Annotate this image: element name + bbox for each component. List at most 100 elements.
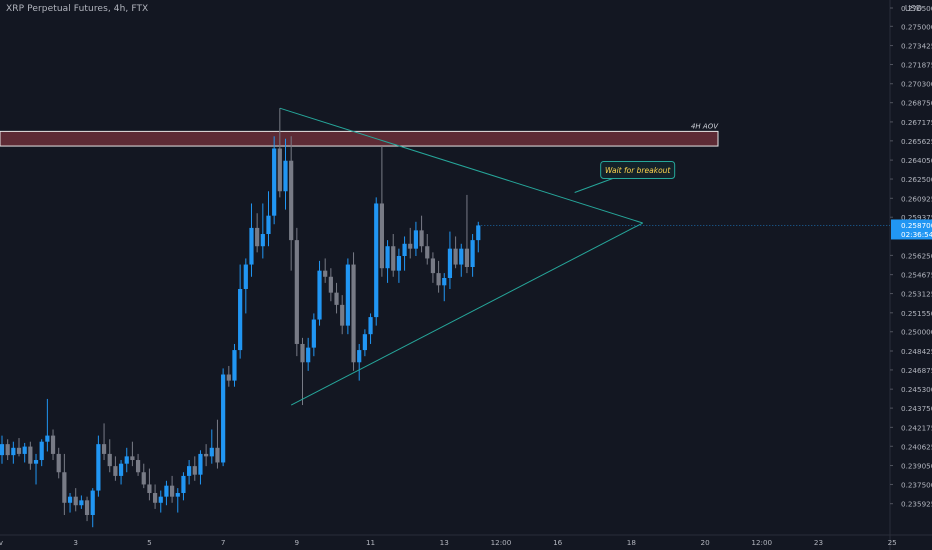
candle-body (340, 304, 345, 326)
candle (130, 441, 135, 467)
candle-body (249, 227, 254, 265)
candle (368, 313, 373, 344)
candle (232, 343, 237, 387)
candle-body (187, 466, 192, 476)
price-tick-label: 0.251550 (901, 309, 932, 318)
candle-body (470, 240, 475, 267)
candle-body (459, 248, 464, 265)
candle (391, 234, 396, 277)
zone-label: 4H AOV (691, 122, 719, 130)
price-tick-label: 0.267175 (901, 118, 932, 127)
candle (124, 447, 129, 473)
candle-body (442, 277, 447, 286)
candle (300, 337, 305, 406)
candle (84, 496, 90, 522)
candle (0, 435, 5, 464)
candle-body (419, 230, 424, 247)
candle (22, 442, 27, 463)
candle (198, 450, 203, 485)
candle-body (238, 288, 243, 351)
candle-body (175, 493, 180, 497)
candle-body (351, 264, 356, 363)
candle (175, 488, 180, 513)
candle (402, 236, 407, 271)
callout-pointer (574, 178, 613, 193)
candle-body (300, 343, 305, 363)
candle (447, 231, 453, 289)
candle-body (141, 472, 146, 485)
candle (56, 447, 61, 479)
candle (266, 191, 271, 247)
price-tick-label: 0.250000 (901, 328, 932, 337)
price-axis[interactable]: 0.276500 0.275000 0.273425 0.271875 0.270300… (478, 4, 932, 509)
candle (79, 495, 84, 509)
candle (113, 456, 118, 481)
candle-body (260, 234, 265, 247)
candle (28, 441, 33, 470)
candle (379, 146, 384, 277)
candle-body (62, 472, 67, 503)
candle-body (28, 446, 33, 464)
candle (413, 221, 419, 257)
candle-body (323, 270, 328, 277)
candle (33, 453, 39, 485)
trendline (279, 107, 643, 224)
candle-body (33, 460, 39, 464)
candle (45, 398, 50, 452)
candle-body (221, 374, 226, 463)
candle-body (391, 246, 396, 271)
candle-body (408, 243, 413, 249)
candle (187, 460, 192, 485)
candle (158, 490, 163, 513)
price-tick-label: 0.245300 (901, 385, 932, 394)
candle-body (45, 435, 50, 442)
price-tick-label: 0.243750 (901, 404, 932, 413)
candle (141, 463, 146, 489)
candle (260, 203, 265, 259)
candle-body (476, 225, 481, 241)
time-tick-label: 7 (221, 538, 226, 547)
candle (357, 343, 362, 381)
candle (101, 423, 107, 461)
time-tick-label: 23 (814, 538, 823, 547)
candle-body (39, 441, 44, 461)
candle (243, 258, 248, 314)
candle-body (362, 334, 367, 351)
candle (107, 439, 112, 473)
candle-body (118, 463, 124, 476)
candle-body (413, 230, 419, 249)
price-tick-label: 0.260925 (901, 194, 932, 203)
price-tick-label: 0.237500 (901, 480, 932, 489)
candle (255, 213, 260, 253)
price-tick-label: 0.276500 (901, 4, 932, 13)
candle-body (328, 276, 333, 293)
candle (470, 234, 475, 277)
candle-body (192, 466, 197, 475)
candle-body (152, 493, 158, 503)
candle (249, 203, 254, 277)
time-axis[interactable]: Nov 3 5 7 9 11 13 12:00 16 18 20 12:00 23 25 (0, 538, 897, 547)
candle (5, 439, 10, 461)
currency-label[interactable]: USD (904, 4, 922, 13)
candle-body (436, 273, 441, 286)
candles-layer (0, 108, 481, 528)
candle (340, 295, 345, 335)
candle (204, 444, 209, 467)
candle-body (379, 203, 384, 269)
candle-body (209, 447, 214, 457)
candle (396, 248, 401, 283)
candle-body (289, 160, 294, 241)
candle (328, 268, 333, 302)
candle (408, 227, 413, 259)
candle-body (90, 490, 95, 515)
candle (476, 221, 481, 253)
candle (215, 419, 220, 469)
price-tick-label: 0.254675 (901, 271, 932, 280)
time-tick-label: 9 (295, 538, 300, 547)
candle-body (84, 500, 90, 515)
candle (317, 260, 322, 326)
time-tick-label: 11 (366, 538, 375, 547)
candle-body (464, 248, 470, 267)
candle-body (124, 456, 129, 464)
